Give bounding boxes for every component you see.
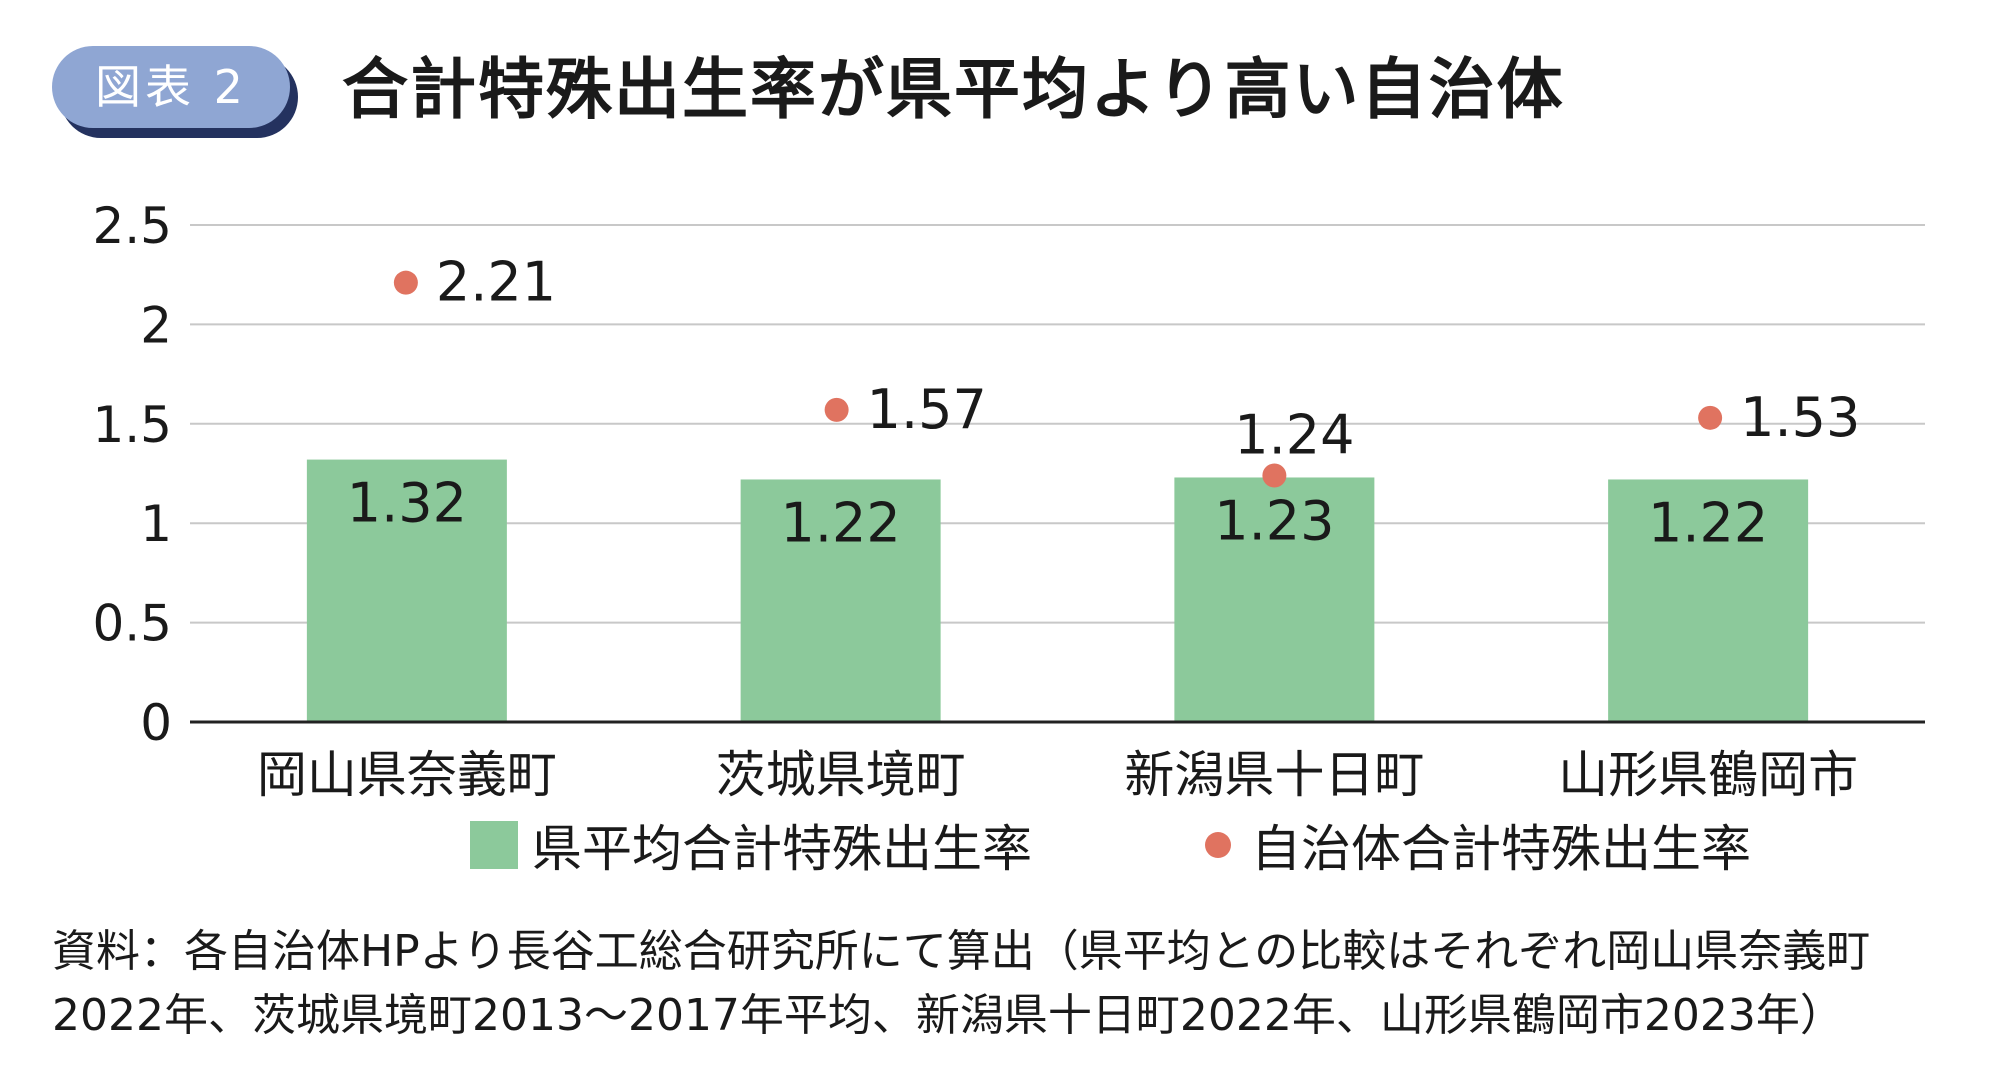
bar (740, 479, 941, 722)
source-note-line-2: 2022年、茨城県境町2013～2017年平均、新潟県十日町2022年、山形県鶴… (52, 990, 1844, 1041)
dot-marker (1262, 463, 1287, 488)
x-category-label: 茨城県境町 (716, 746, 966, 804)
x-category-label: 山形県鶴岡市 (1558, 746, 1858, 804)
bar (1608, 479, 1809, 722)
legend-dot-label: 自治体合計特殊出生率 (1251, 820, 1751, 878)
legend-dot-marker (1205, 832, 1231, 858)
legend-item-dot: 自治体合計特殊出生率 (1205, 810, 1751, 880)
source-note: 資料：各自治体HPより長谷工総合研究所にて算出（県平均との比較はそれぞれ岡山県奈… (52, 920, 1972, 1048)
dot-value-label: 2.21 (436, 251, 556, 314)
y-tick-label: 2.5 (92, 197, 172, 255)
y-tick-label: 1.5 (92, 396, 172, 454)
legend-bar-swatch (470, 821, 518, 869)
x-category-label: 新潟県十日町 (1124, 746, 1424, 804)
figure-header: 図表 2 合計特殊出生率が県平均より高い自治体 (52, 46, 1952, 138)
dot-marker (393, 270, 418, 295)
bar-value-label: 1.22 (781, 491, 901, 554)
y-tick-label: 0 (140, 694, 172, 752)
dot-marker (824, 397, 849, 422)
y-tick-label: 0.5 (92, 595, 172, 653)
bar-value-label: 1.22 (1648, 491, 1768, 554)
chart-plot: 0 0.5 1 1.5 2 2.5 1.32 岡山県奈義町 2.21 1.22 茨城県境町 1.57 1… (92, 197, 1925, 804)
dot-value-label: 1.24 (1234, 403, 1354, 466)
source-note-line-1: 資料：各自治体HPより長谷工総合研究所にて算出（県平均との比較はそれぞれ岡山県奈… (52, 926, 1871, 977)
x-category-label: 岡山県奈義町 (257, 746, 557, 804)
chart-title: 合計特殊出生率が県平均より高い自治体 (342, 51, 1565, 128)
dot-marker (1698, 405, 1723, 430)
y-tick-label: 1 (140, 495, 172, 553)
legend-bar-label: 県平均合計特殊出生率 (532, 820, 1032, 878)
legend-item-bar: 県平均合計特殊出生率 (470, 810, 1032, 880)
figure-badge: 図表 2 (52, 46, 290, 128)
dot-value-label: 1.53 (1740, 386, 1860, 449)
bar-value-label: 1.23 (1214, 489, 1334, 552)
bar-value-label: 1.32 (347, 472, 467, 535)
dot-value-label: 1.57 (867, 378, 987, 441)
bar (1174, 477, 1375, 722)
y-tick-label: 2 (140, 296, 172, 354)
chart-legend: 県平均合計特殊出生率 自治体合計特殊出生率 (0, 810, 2013, 880)
bar (306, 459, 507, 722)
